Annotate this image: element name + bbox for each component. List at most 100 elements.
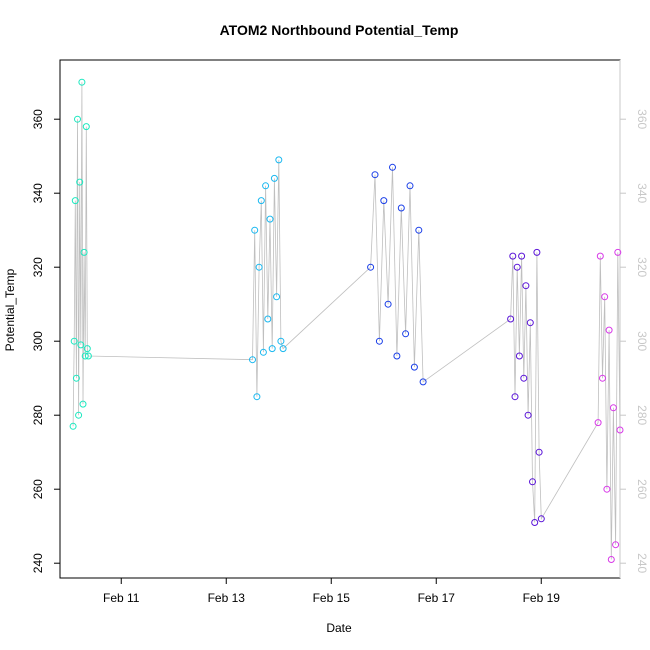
y-tick-label: 300 xyxy=(31,331,45,351)
data-point xyxy=(531,519,539,526)
y-tick-label: 320 xyxy=(31,257,45,277)
data-point xyxy=(84,352,92,360)
data-point xyxy=(596,252,604,260)
data-point xyxy=(616,426,624,434)
y-axis-label: Potential_Temp xyxy=(3,268,17,351)
data-point xyxy=(535,448,543,456)
data-point xyxy=(273,293,281,301)
right-y-tick-label: 280 xyxy=(635,405,649,425)
series-5 xyxy=(594,248,624,563)
data-point xyxy=(537,515,545,523)
chart-title: ATOM2 Northbound Potential_Temp xyxy=(220,22,459,38)
data-point xyxy=(253,393,261,401)
data-point xyxy=(520,374,528,382)
x-tick-label: Feb 15 xyxy=(313,591,351,605)
data-point xyxy=(264,315,272,323)
y-axis-right: 240 260 280 300 320 340 360 xyxy=(620,109,649,574)
x-tick-label: Feb 13 xyxy=(208,591,246,605)
data-point xyxy=(69,422,77,430)
data-point xyxy=(406,182,414,190)
data-point xyxy=(605,326,613,334)
data-point xyxy=(266,215,274,223)
data-layer xyxy=(69,78,624,563)
y-tick-label: 360 xyxy=(31,109,45,129)
data-point xyxy=(419,378,427,386)
data-point xyxy=(81,352,89,360)
data-point xyxy=(375,337,383,345)
data-point xyxy=(522,282,530,290)
data-point xyxy=(526,319,534,327)
data-point xyxy=(515,352,523,360)
data-point xyxy=(380,197,388,205)
data-point xyxy=(594,419,602,427)
data-point xyxy=(410,363,418,371)
data-point xyxy=(279,345,287,353)
data-point xyxy=(78,78,86,86)
connecting-line xyxy=(72,82,621,560)
data-point xyxy=(71,197,79,205)
series-3 xyxy=(367,163,427,386)
data-point xyxy=(599,374,606,382)
data-point xyxy=(389,163,396,171)
data-point xyxy=(614,248,622,256)
data-point xyxy=(72,374,80,382)
series-1 xyxy=(69,78,92,430)
data-point xyxy=(82,123,90,131)
x-tick-label: Feb 11 xyxy=(103,591,140,605)
y-tick-label: 280 xyxy=(31,405,45,425)
y-tick-label: 340 xyxy=(31,183,45,203)
data-point xyxy=(77,341,85,349)
data-point xyxy=(277,337,285,345)
data-point xyxy=(384,300,392,308)
right-y-tick-label: 340 xyxy=(635,183,649,203)
data-point xyxy=(74,115,81,123)
data-point xyxy=(70,337,78,345)
data-point xyxy=(609,404,617,412)
y-tick-label: 240 xyxy=(31,553,45,573)
data-point xyxy=(524,411,532,419)
data-point xyxy=(275,156,283,164)
data-point xyxy=(83,345,91,353)
data-point xyxy=(259,348,267,356)
data-point xyxy=(76,178,84,186)
data-point xyxy=(612,541,620,549)
right-y-tick-label: 360 xyxy=(635,109,649,129)
data-point xyxy=(257,197,265,205)
x-tick-label: Feb 19 xyxy=(523,591,561,605)
right-y-tick-label: 320 xyxy=(635,257,649,277)
data-point xyxy=(507,315,515,323)
data-point xyxy=(601,293,609,301)
data-point xyxy=(367,263,375,271)
series-4 xyxy=(507,248,545,526)
x-tick-label: Feb 17 xyxy=(418,591,456,605)
data-point xyxy=(607,556,615,563)
y-tick-label: 260 xyxy=(31,479,45,499)
right-y-tick-label: 300 xyxy=(635,331,649,351)
data-point xyxy=(511,393,519,401)
data-point xyxy=(397,204,405,212)
data-point xyxy=(268,345,276,353)
data-point xyxy=(75,411,83,419)
data-point xyxy=(533,248,541,256)
data-point xyxy=(513,263,521,271)
data-point xyxy=(270,174,278,182)
x-axis-label: Date xyxy=(326,621,352,635)
y-axis-left: 240 260 280 300 320 340 360 xyxy=(31,109,60,573)
right-y-tick-label: 260 xyxy=(635,479,649,499)
data-point xyxy=(518,252,526,260)
data-point xyxy=(402,330,410,338)
data-point xyxy=(79,400,87,408)
right-y-tick-label: 240 xyxy=(635,553,649,573)
data-point xyxy=(255,263,263,271)
data-point xyxy=(415,226,423,234)
data-point xyxy=(509,252,517,260)
data-point xyxy=(251,226,259,234)
data-point xyxy=(262,182,270,190)
data-point xyxy=(529,478,536,486)
data-point xyxy=(393,352,401,360)
data-point xyxy=(371,171,379,179)
series-2 xyxy=(249,156,287,401)
data-point xyxy=(80,248,88,256)
